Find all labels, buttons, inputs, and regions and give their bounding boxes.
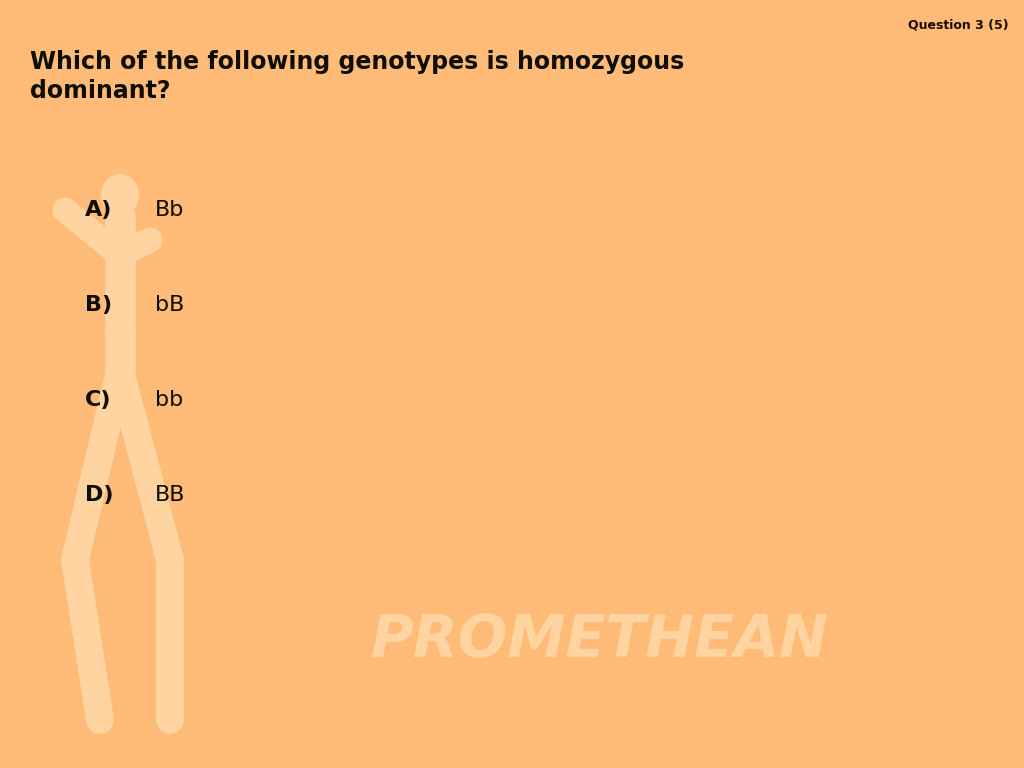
Text: bb: bb xyxy=(155,390,183,410)
Text: Which of the following genotypes is homozygous
dominant?: Which of the following genotypes is homo… xyxy=(30,50,684,103)
Text: bB: bB xyxy=(155,295,184,315)
Text: Question 3 (5): Question 3 (5) xyxy=(908,18,1009,31)
Text: Bb: Bb xyxy=(155,200,184,220)
Text: A): A) xyxy=(85,200,113,220)
Text: BB: BB xyxy=(155,485,185,505)
Text: PROMETHEAN: PROMETHEAN xyxy=(371,611,829,668)
Text: B): B) xyxy=(85,295,112,315)
Text: D): D) xyxy=(85,485,114,505)
Text: C): C) xyxy=(85,390,112,410)
Ellipse shape xyxy=(101,174,139,216)
